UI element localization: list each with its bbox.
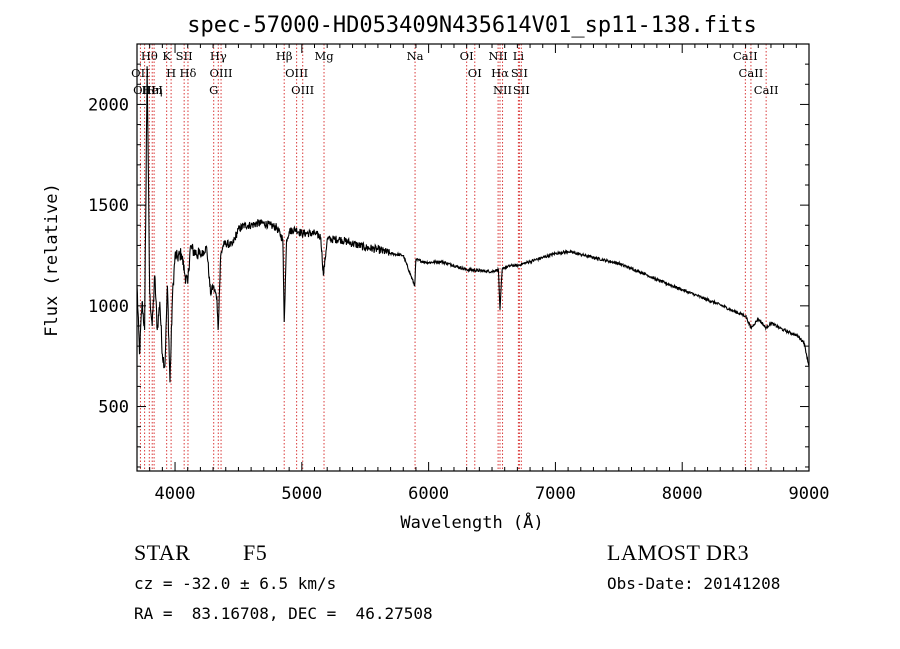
y-axis-label: Flux (relative): [42, 183, 62, 337]
line-label: Li: [513, 49, 525, 63]
line-label: Hα: [491, 66, 509, 80]
line-label: OIII: [133, 83, 156, 97]
line-label: SII: [513, 83, 530, 97]
survey-name: LAMOST DR3: [607, 540, 750, 565]
line-label: NII: [489, 49, 508, 63]
object-class: STAR: [134, 540, 191, 565]
plot-frame: [136, 43, 810, 472]
line-label: CaII: [754, 83, 779, 97]
line-label: H: [166, 66, 176, 80]
x-tick-label: 7000: [535, 484, 576, 504]
line-label: OIII: [291, 83, 314, 97]
x-tick-label: 4000: [155, 484, 196, 504]
line-label: Na: [407, 49, 424, 63]
line-label: CaII: [733, 49, 758, 63]
object-subclass: F5: [243, 540, 268, 565]
line-label: OIII: [285, 66, 308, 80]
x-axis-label: Wavelength (Å): [400, 511, 543, 533]
y-tick-label: 500: [98, 398, 129, 418]
line-label: OI: [460, 49, 474, 63]
y-tick-label: 1000: [88, 297, 129, 317]
line-label: OIII: [210, 66, 233, 80]
x-axis: 4000 5000 6000 7000 8000 9000: [149, 44, 830, 504]
line-label: CaII: [739, 66, 764, 80]
line-label: Hη: [146, 83, 163, 97]
line-label: OI: [468, 66, 482, 80]
line-label: Hθ: [141, 49, 158, 63]
line-label: K: [162, 49, 171, 63]
redshift-velocity: cz = -32.0 ± 6.5 km/s: [134, 574, 337, 593]
line-label: Mg: [314, 49, 334, 63]
line-label: G: [209, 83, 218, 97]
y-axis: 500 1000 1500 2000: [88, 63, 809, 468]
chart-title: spec-57000-HD053409N435614V01_sp11-138.f…: [187, 13, 757, 38]
line-label: Hδ: [179, 66, 196, 80]
x-tick-label: 8000: [662, 484, 703, 504]
x-tick-label: 9000: [789, 484, 830, 504]
y-tick-label: 2000: [88, 95, 129, 115]
line-label: SII: [511, 66, 528, 80]
line-label: NII: [493, 83, 512, 97]
x-tick-label: 6000: [408, 484, 449, 504]
y-tick-label: 1500: [88, 196, 129, 216]
line-label: Hβ: [276, 49, 293, 63]
line-label: Hγ: [210, 49, 227, 63]
sky-coordinates: RA = 83.16708, DEC = 46.27508: [134, 604, 433, 623]
observation-date: Obs-Date: 20141208: [607, 574, 781, 593]
spectral-line-markers: HθOIIOIIIHeIHηKHSIIHδHγOIIIGHβOIIIOIIIMg…: [131, 44, 779, 471]
x-tick-label: 5000: [281, 484, 322, 504]
line-label: SII: [176, 49, 193, 63]
spectrum-series: [136, 66, 810, 383]
